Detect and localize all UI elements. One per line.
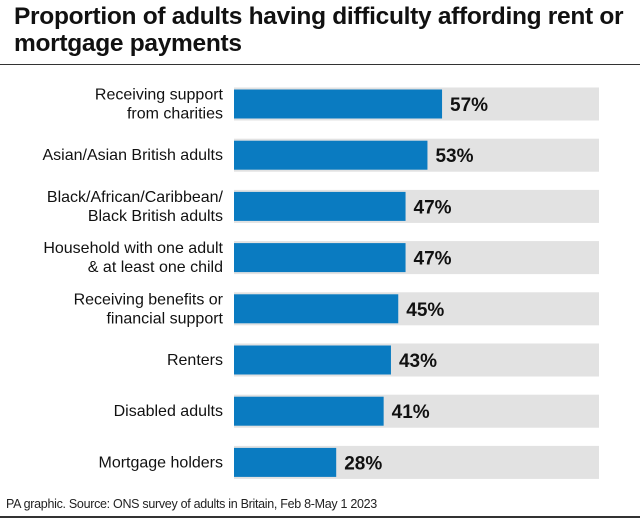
value-label: 45% <box>406 300 444 321</box>
value-label: 53% <box>435 146 473 167</box>
bar <box>234 447 337 477</box>
category-label: financial support <box>106 310 223 327</box>
category-label: Mortgage holders <box>98 454 223 471</box>
value-label: 47% <box>414 249 452 270</box>
source-note: PA graphic. Source: ONS survey of adults… <box>6 497 377 511</box>
value-label: 28% <box>344 453 382 474</box>
value-label: 57% <box>450 95 488 116</box>
category-label: Black/African/Caribbean/ <box>47 189 224 206</box>
category-label: Receiving benefits or <box>74 291 224 308</box>
category-label: Asian/Asian British adults <box>42 147 223 164</box>
bar <box>234 345 391 375</box>
title-divider <box>0 64 640 65</box>
category-label: Black British adults <box>88 208 223 225</box>
bar <box>234 140 428 170</box>
bar <box>234 243 406 273</box>
bar <box>234 396 384 426</box>
category-label: from charities <box>127 106 223 123</box>
category-label: Renters <box>167 352 223 369</box>
bottom-divider <box>0 516 640 518</box>
bar <box>234 89 443 119</box>
bar <box>234 294 399 324</box>
chart-title: Proportion of adults having difficulty a… <box>14 3 624 57</box>
value-label: 43% <box>399 351 437 372</box>
category-label: Disabled adults <box>114 403 223 420</box>
value-label: 41% <box>392 402 430 423</box>
category-label: Household with one adult <box>43 240 223 257</box>
category-label: & at least one child <box>88 259 223 276</box>
category-label: Receiving support <box>95 87 224 104</box>
bar <box>234 191 406 221</box>
value-label: 47% <box>414 197 452 218</box>
